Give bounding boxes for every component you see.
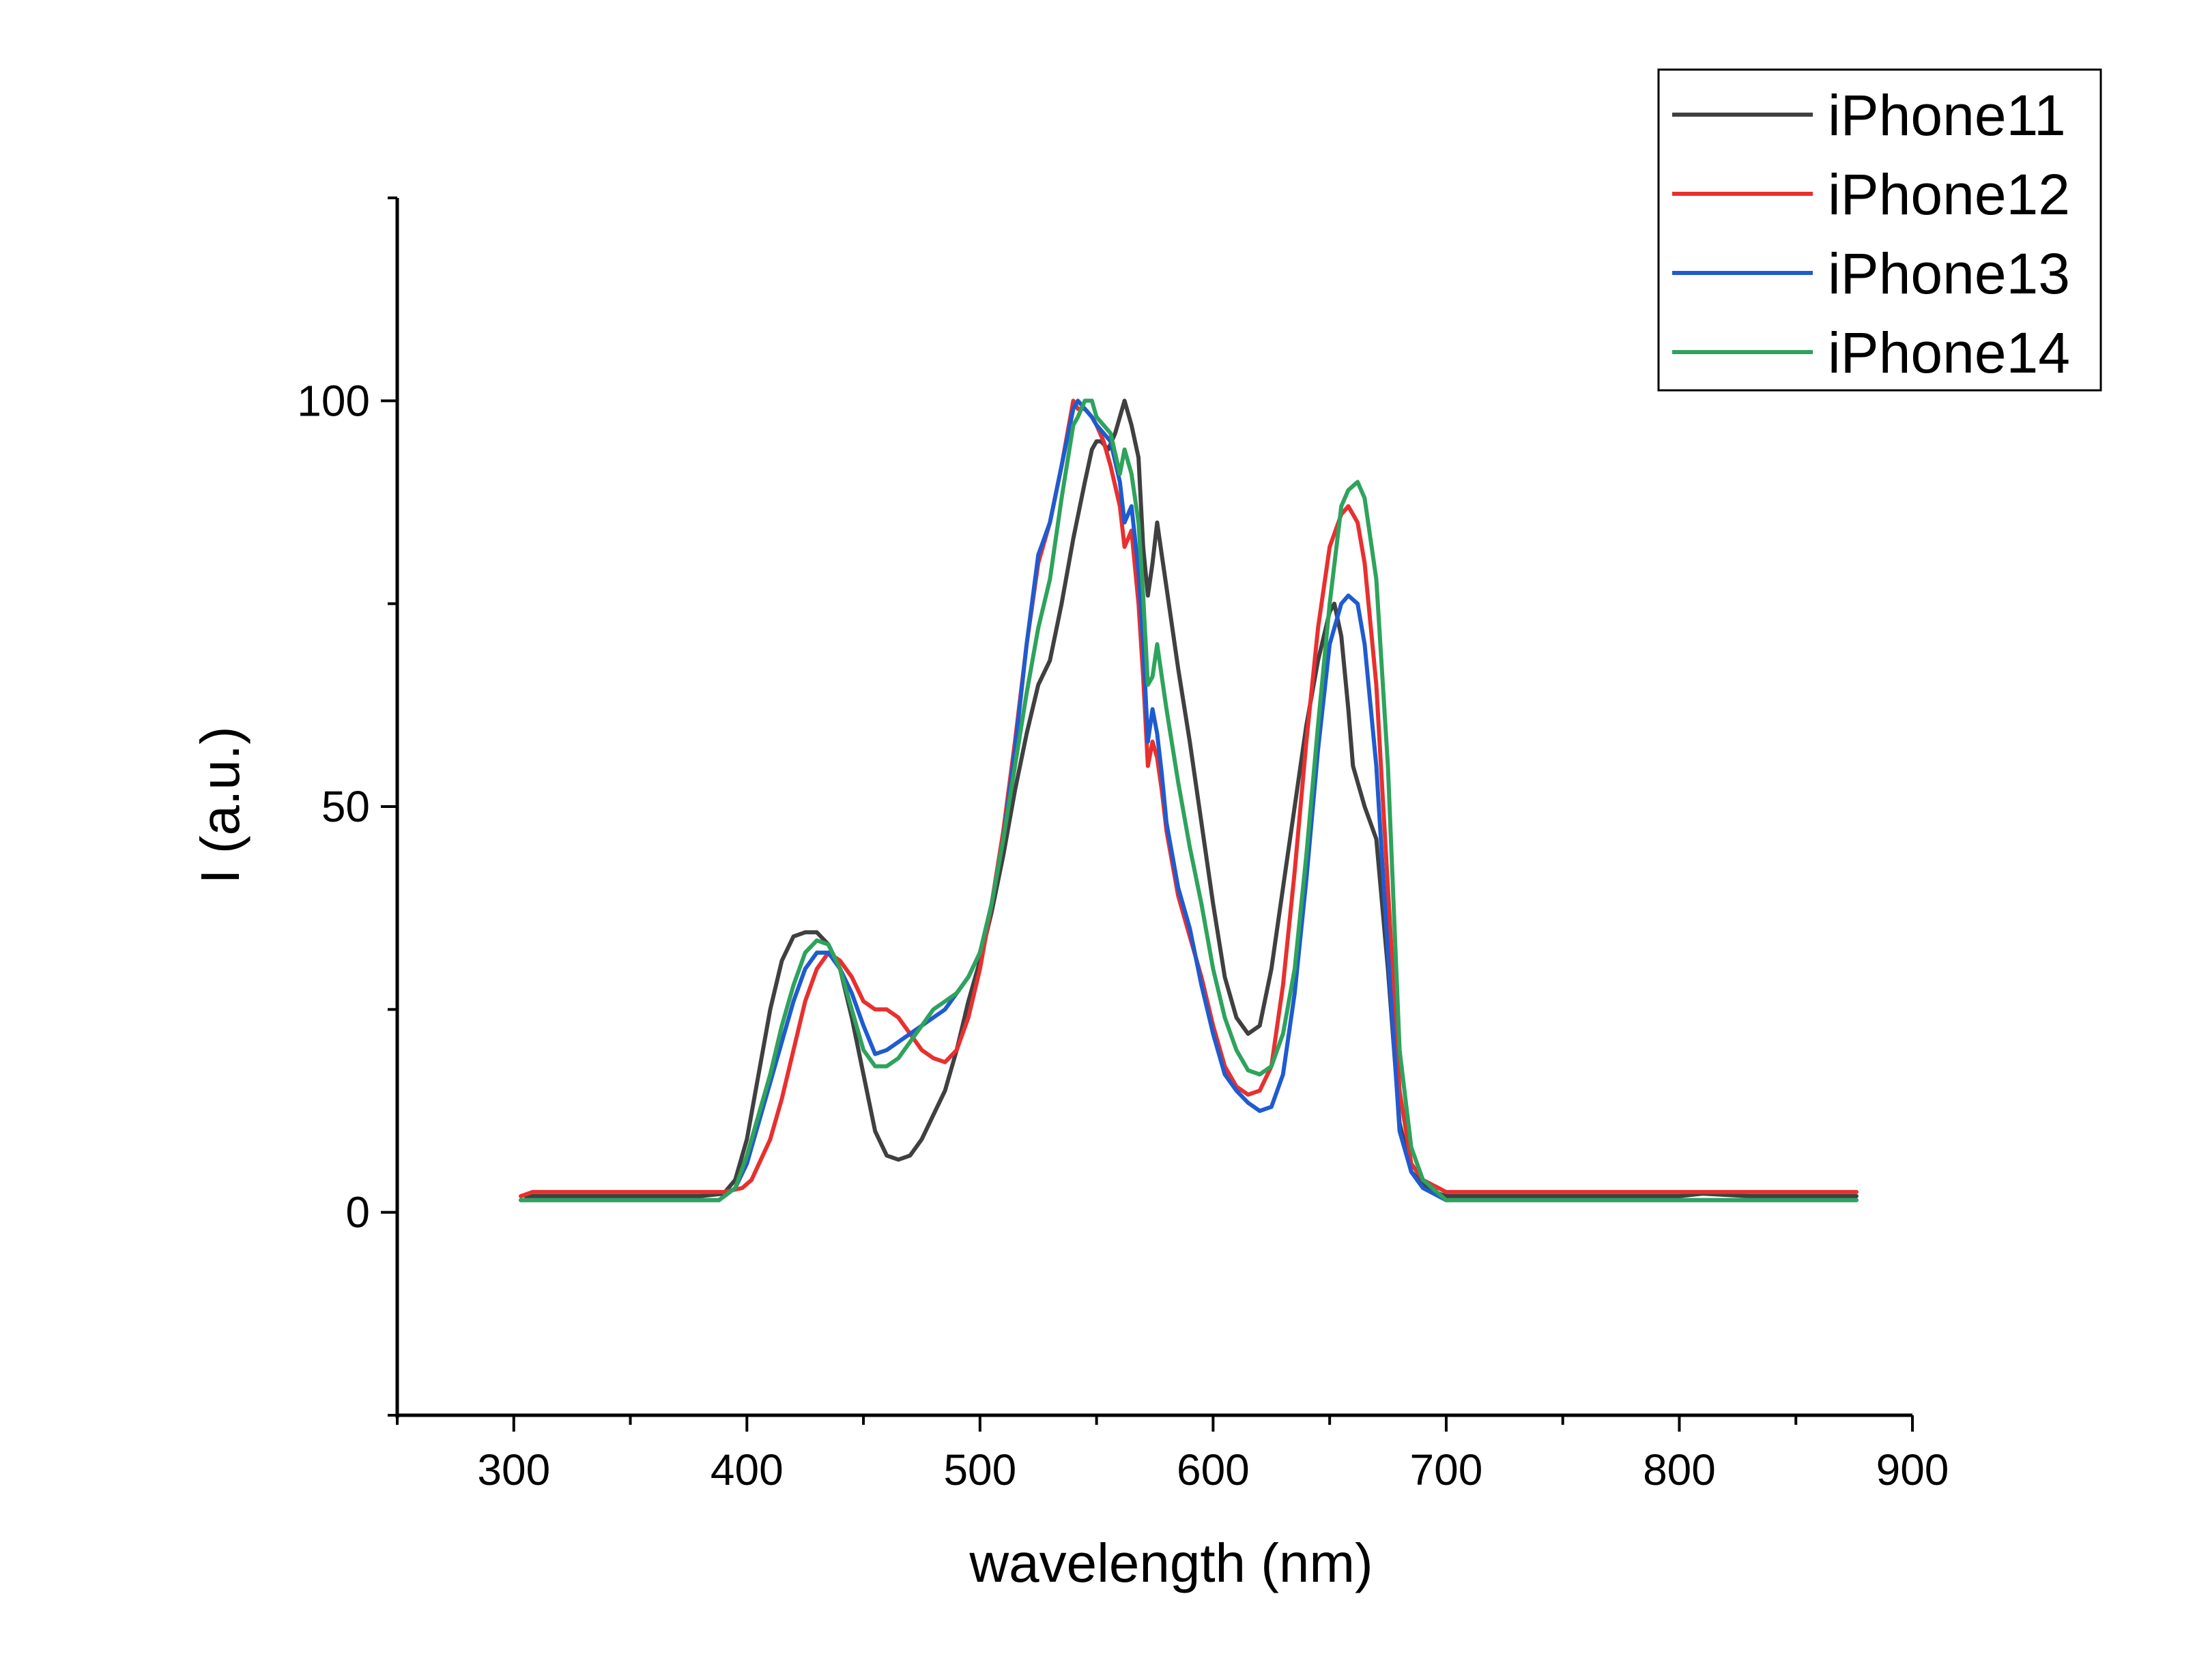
legend-label: iPhone13 bbox=[1828, 242, 2070, 306]
x-tick-label: 600 bbox=[1177, 1445, 1250, 1494]
x-tick-label: 500 bbox=[943, 1445, 1016, 1494]
legend: iPhone11 iPhone12 iPhone13 iPhone14 bbox=[1657, 68, 2102, 392]
x-axis-title: wavelength (nm) bbox=[969, 1533, 1373, 1593]
x-tick-label: 800 bbox=[1643, 1445, 1716, 1494]
y-tick-label: 50 bbox=[321, 782, 370, 831]
y-tick-label: 0 bbox=[345, 1188, 370, 1237]
legend-label: iPhone11 bbox=[1828, 83, 2066, 147]
axes: 300 400 500 600 700 800 900 0 50 100 bbox=[297, 197, 1949, 1494]
series-line-iPhone11 bbox=[523, 399, 1859, 1198]
series-line-iPhone12 bbox=[519, 399, 1859, 1198]
legend-label: iPhone12 bbox=[1828, 162, 2070, 227]
x-tick-label: 900 bbox=[1876, 1445, 1949, 1494]
series-line-iPhone13 bbox=[519, 399, 1859, 1202]
x-tick-label: 400 bbox=[711, 1445, 784, 1494]
y-axis-title: I (a.u.) bbox=[190, 726, 250, 884]
legend-label: iPhone14 bbox=[1828, 321, 2070, 385]
y-tick-label: 100 bbox=[297, 376, 370, 425]
series-layer bbox=[519, 399, 1859, 1202]
x-tick-label: 700 bbox=[1410, 1445, 1483, 1494]
series-line-iPhone14 bbox=[519, 399, 1859, 1202]
legend-box bbox=[1657, 68, 2102, 392]
x-tick-label: 300 bbox=[477, 1445, 550, 1494]
